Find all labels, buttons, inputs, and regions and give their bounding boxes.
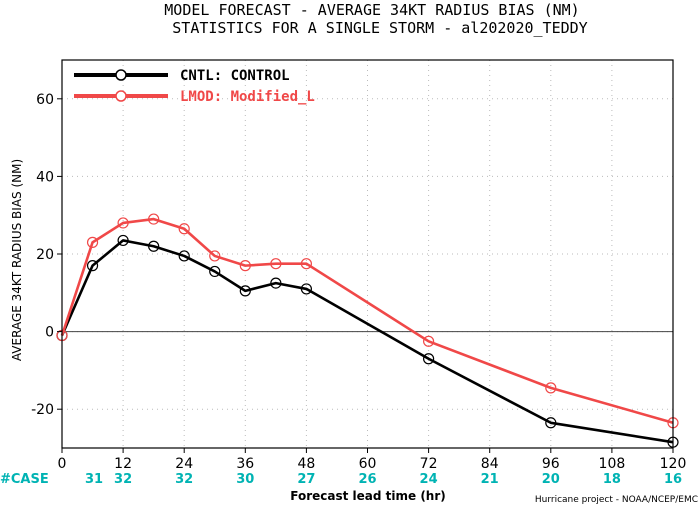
y-tick-label: 60 (36, 92, 54, 108)
legend-item-2: LMOD: Modified_L (74, 89, 315, 105)
legend-item-1: CNTL: CONTROL (74, 68, 290, 84)
series-2-point (423, 335, 435, 347)
case-count: 20 (542, 472, 560, 487)
x-tick-label: 120 (660, 456, 687, 472)
series-1-point (117, 234, 129, 247)
series-layer (56, 213, 679, 448)
series-2-point (178, 223, 190, 235)
series-2-point (270, 258, 282, 270)
case-count: 31 (85, 472, 103, 487)
series-1-point (209, 265, 221, 278)
y-axis-label: AVERAGE 34KT RADIUS BIAS (NM) (10, 159, 24, 361)
x-tick-label: 108 (599, 456, 626, 472)
series-2-point (300, 258, 312, 270)
series-1-point (239, 285, 251, 297)
series-line-2 (60, 217, 674, 425)
series-2-point (239, 260, 251, 272)
legend-label: CNTL: CONTROL (180, 68, 290, 84)
x-tick-label: 60 (359, 456, 377, 472)
chart-subtitle: STATISTICS FOR A SINGLE STORM - al202020… (172, 19, 587, 37)
series-1-point (270, 277, 282, 289)
case-count: 18 (603, 472, 621, 487)
x-tick-label: 12 (114, 456, 132, 472)
chart-title: MODEL FORECAST - AVERAGE 34KT RADIUS BIA… (164, 1, 579, 19)
legend-swatch-marker (115, 90, 127, 102)
y-tick-label: 40 (36, 169, 54, 185)
x-tick-label: 84 (481, 456, 499, 472)
series-line-1 (60, 239, 674, 444)
y-tick-label: 0 (45, 325, 54, 341)
legend: CNTL: CONTROL LMOD: Modified_L (74, 68, 315, 105)
legend-label: LMOD: Modified_L (180, 89, 315, 105)
y-axis-ticks: -20 0 20 40 60 (31, 92, 62, 418)
series-1-point (178, 250, 190, 262)
x-tick-label: 96 (542, 456, 560, 472)
series-2-point (209, 250, 221, 262)
case-count: 16 (664, 472, 682, 487)
x-axis-ticks: 0 12 24 36 48 60 72 84 96 108 120 (58, 448, 687, 472)
series-2-point (545, 382, 557, 394)
series-1-point (545, 417, 557, 429)
series-2-point (148, 213, 160, 225)
case-label: #CASE (0, 472, 49, 487)
case-count: 27 (297, 472, 315, 487)
series-2-point (86, 236, 99, 248)
legend-swatch-marker (115, 69, 127, 81)
case-count: 30 (236, 472, 254, 487)
series-1-point (423, 353, 435, 365)
series-1-point (86, 260, 99, 272)
x-tick-label: 72 (420, 456, 438, 472)
y-tick-label: -20 (31, 402, 54, 418)
x-tick-label: 48 (297, 456, 315, 472)
series-1-point (300, 283, 312, 295)
case-count: 26 (358, 472, 376, 487)
case-count: 24 (420, 472, 438, 487)
x-axis-label: Forecast lead time (hr) (290, 489, 446, 503)
grid-lines (62, 60, 673, 448)
case-count: 32 (114, 472, 132, 487)
series-1 (56, 234, 679, 448)
case-count: 21 (481, 472, 499, 487)
x-tick-label: 24 (175, 456, 193, 472)
y-tick-label: 20 (36, 247, 54, 263)
case-counts: 31 32 32 30 27 26 24 21 20 18 16 (85, 472, 682, 487)
series-1-point (148, 240, 160, 252)
credit-text: Hurricane project - NOAA/NCEP/EMC (535, 495, 698, 505)
x-tick-label: 0 (58, 456, 67, 472)
series-2-point (117, 217, 129, 229)
x-tick-label: 36 (236, 456, 254, 472)
case-count: 32 (175, 472, 193, 487)
